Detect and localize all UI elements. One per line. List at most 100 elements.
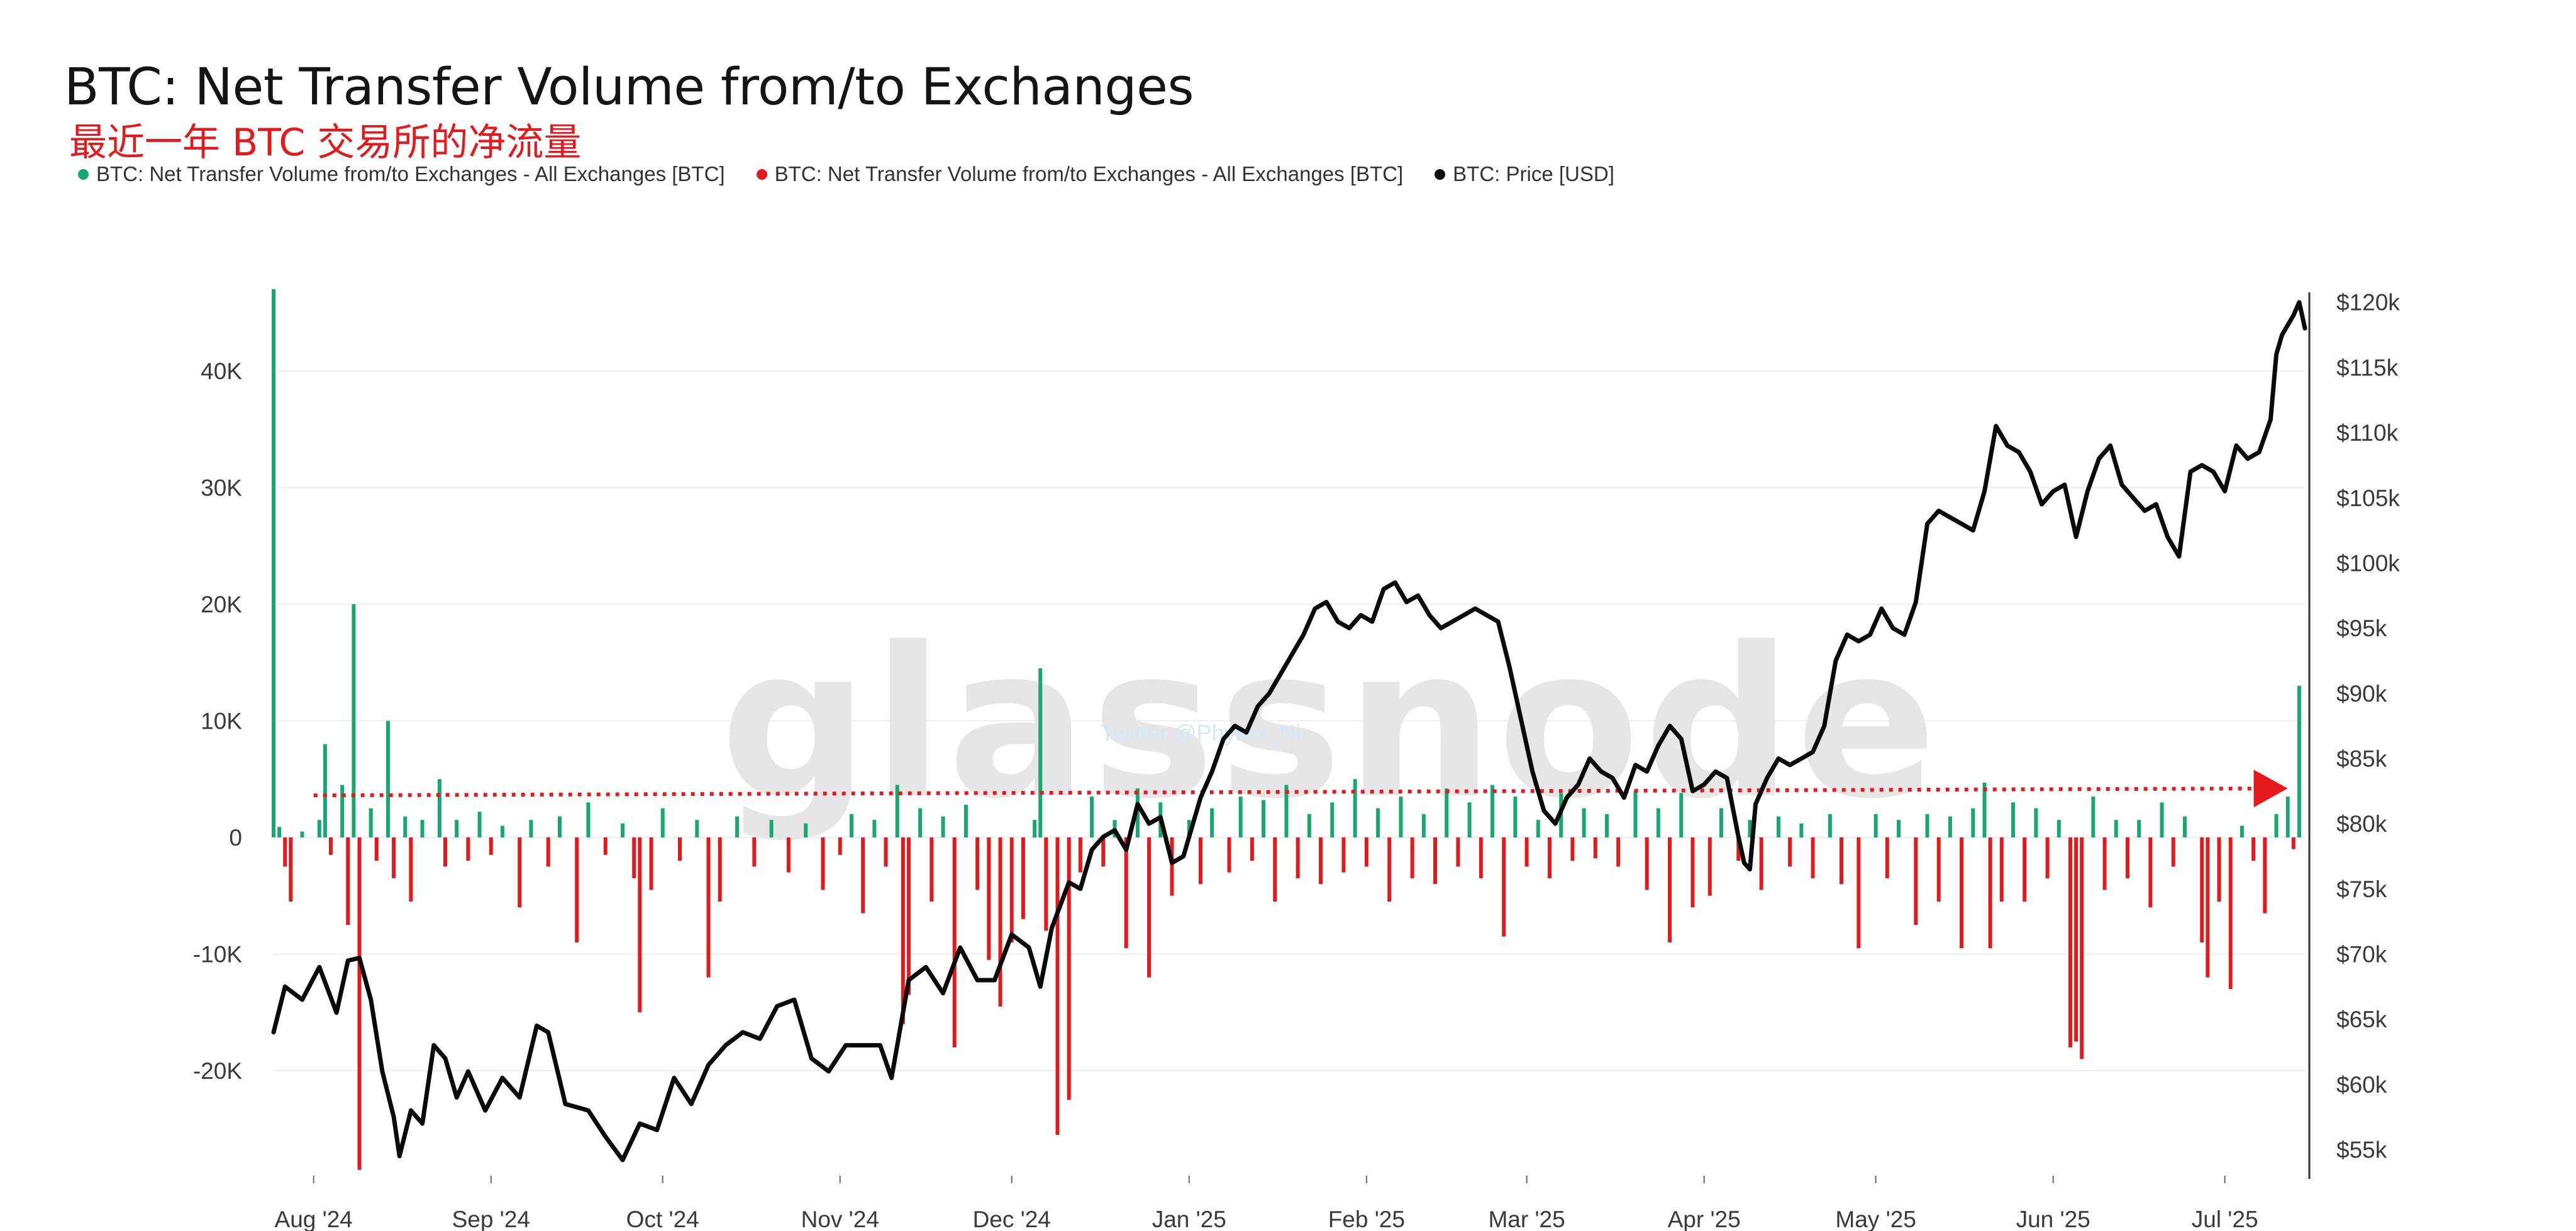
outflow-bar[interactable] — [1341, 837, 1346, 873]
outflow-bar[interactable] — [2102, 837, 2107, 890]
outflow-bar[interactable] — [1078, 837, 1082, 873]
inflow-bar[interactable] — [695, 820, 699, 837]
outflow-bar[interactable] — [357, 837, 362, 1170]
outflow-bar[interactable] — [1479, 837, 1483, 878]
outflow-bar[interactable] — [409, 837, 413, 902]
legend-item-outflow[interactable]: BTC: Net Transfer Volume from/to Exchang… — [756, 162, 1403, 186]
outflow-bar[interactable] — [346, 837, 350, 925]
inflow-bar[interactable] — [1582, 808, 1586, 837]
inflow-bar[interactable] — [1284, 785, 1289, 837]
outflow-bar[interactable] — [466, 837, 470, 861]
inflow-bar[interactable] — [1399, 797, 1403, 837]
outflow-bar[interactable] — [1055, 837, 1060, 1135]
inflow-bar[interactable] — [323, 744, 327, 837]
outflow-bar[interactable] — [930, 837, 934, 902]
inflow-bar[interactable] — [437, 779, 441, 837]
inflow-bar[interactable] — [849, 814, 853, 837]
inflow-bar[interactable] — [1982, 782, 1987, 837]
outflow-bar[interactable] — [1999, 837, 2004, 902]
outflow-bar[interactable] — [2251, 837, 2256, 861]
inflow-bar[interactable] — [941, 816, 945, 837]
inflow-bar[interactable] — [1307, 814, 1311, 837]
outflow-bar[interactable] — [1456, 837, 1460, 867]
outflow-bar[interactable] — [1811, 837, 1815, 878]
outflow-bar[interactable] — [1736, 837, 1741, 861]
inflow-bar[interactable] — [277, 827, 282, 837]
inflow-bar[interactable] — [621, 823, 625, 837]
outflow-bar[interactable] — [489, 837, 493, 855]
inflow-bar[interactable] — [386, 720, 390, 837]
outflow-bar[interactable] — [374, 837, 379, 861]
inflow-bar[interactable] — [1971, 808, 1975, 837]
outflow-bar[interactable] — [1547, 837, 1552, 878]
outflow-bar[interactable] — [1170, 837, 1174, 896]
inflow-bar[interactable] — [2285, 797, 2290, 837]
outflow-bar[interactable] — [2148, 837, 2153, 908]
outflow-bar[interactable] — [1147, 837, 1152, 978]
inflow-bar[interactable] — [2091, 797, 2096, 837]
inflow-bar[interactable] — [895, 785, 899, 837]
outflow-bar[interactable] — [1788, 837, 1792, 867]
outflow-bar[interactable] — [1044, 837, 1048, 931]
inflow-bar[interactable] — [2034, 808, 2038, 837]
outflow-bar[interactable] — [718, 837, 722, 902]
inflow-bar[interactable] — [1513, 797, 1518, 837]
inflow-bar[interactable] — [769, 820, 774, 837]
outflow-bar[interactable] — [638, 837, 642, 1013]
inflow-bar[interactable] — [1776, 816, 1780, 837]
inflow-bar[interactable] — [1445, 788, 1449, 837]
inflow-bar[interactable] — [529, 820, 533, 837]
inflow-bar[interactable] — [2137, 820, 2141, 837]
inflow-bar[interactable] — [1421, 814, 1426, 837]
inflow-bar[interactable] — [2182, 816, 2187, 837]
inflow-bar[interactable] — [352, 604, 356, 837]
inflow-bar[interactable] — [1656, 808, 1660, 837]
outflow-bar[interactable] — [1410, 837, 1414, 878]
outflow-bar[interactable] — [1021, 837, 1025, 919]
inflow-bar[interactable] — [1633, 790, 1638, 837]
outflow-bar[interactable] — [1364, 837, 1368, 867]
inflow-bar[interactable] — [317, 820, 321, 837]
inflow-bar[interactable] — [872, 820, 877, 837]
price-line[interactable] — [271, 300, 2307, 1162]
outflow-bar[interactable] — [546, 837, 550, 867]
inflow-bar[interactable] — [1262, 800, 1266, 837]
outflow-bar[interactable] — [1988, 837, 1992, 949]
outflow-bar[interactable] — [678, 837, 682, 861]
inflow-bar[interactable] — [1090, 797, 1094, 837]
outflow-bar[interactable] — [752, 837, 757, 867]
outflow-bar[interactable] — [632, 837, 636, 878]
inflow-bar[interactable] — [1897, 820, 1901, 837]
outflow-bar[interactable] — [443, 837, 447, 867]
inflow-bar[interactable] — [500, 825, 504, 837]
outflow-bar[interactable] — [1914, 837, 1918, 925]
inflow-bar[interactable] — [1748, 820, 1752, 837]
outflow-bar[interactable] — [786, 837, 791, 873]
outflow-bar[interactable] — [649, 837, 653, 890]
outflow-bar[interactable] — [603, 837, 608, 855]
outflow-bar[interactable] — [1960, 837, 1964, 949]
inflow-bar[interactable] — [455, 820, 459, 837]
outflow-bar[interactable] — [328, 837, 333, 855]
outflow-bar[interactable] — [1690, 837, 1695, 908]
outflow-bar[interactable] — [1067, 837, 1071, 1100]
outflow-bar[interactable] — [1840, 837, 1844, 885]
inflow-bar[interactable] — [1210, 808, 1214, 837]
inflow-bar[interactable] — [1491, 785, 1494, 837]
outflow-bar[interactable] — [518, 837, 522, 908]
inflow-bar[interactable] — [1330, 802, 1335, 837]
inflow-bar[interactable] — [1353, 779, 1357, 837]
inflow-bar[interactable] — [1925, 814, 1929, 837]
outflow-bar[interactable] — [289, 837, 293, 902]
outflow-bar[interactable] — [2263, 837, 2267, 914]
outflow-bar[interactable] — [1124, 837, 1128, 949]
inflow-bar[interactable] — [804, 823, 808, 837]
outflow-bar[interactable] — [1524, 837, 1529, 867]
outflow-bar[interactable] — [884, 837, 888, 867]
outflow-bar[interactable] — [706, 837, 711, 978]
outflow-bar[interactable] — [1387, 837, 1392, 902]
outflow-bar[interactable] — [1198, 837, 1202, 885]
outflow-bar[interactable] — [1593, 837, 1597, 859]
inflow-bar[interactable] — [1238, 797, 1243, 837]
